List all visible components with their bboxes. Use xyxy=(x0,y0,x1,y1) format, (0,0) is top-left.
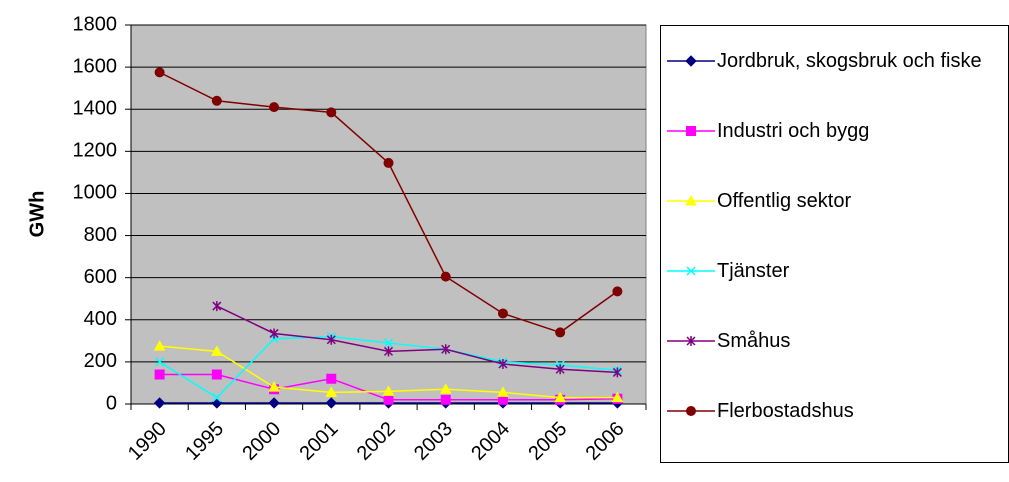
legend-symbol xyxy=(667,194,715,206)
y-tick-label: 800 xyxy=(84,224,117,246)
marker xyxy=(383,394,394,405)
legend-label: Offentlig sektor xyxy=(717,190,852,212)
marker xyxy=(440,394,451,405)
marker xyxy=(268,381,280,392)
marker xyxy=(685,55,697,67)
legend-symbol xyxy=(667,336,715,346)
marker xyxy=(383,157,394,168)
x-tick-label: 2002 xyxy=(353,418,400,465)
legend-label: Industri och bygg xyxy=(717,120,870,142)
legend-symbol xyxy=(667,126,715,136)
legend-item: Tjänster xyxy=(661,258,987,284)
series-line xyxy=(216,305,618,374)
legend-label: Jordbruk, skogsbruk och fiske xyxy=(717,50,982,72)
x-tick-label: 2001 xyxy=(296,418,343,465)
marker xyxy=(612,367,622,378)
legend-label: Småhus xyxy=(717,330,791,352)
legend-symbol xyxy=(667,406,715,416)
legend-label: Tjänster xyxy=(717,260,790,282)
x-tick-label: 2004 xyxy=(467,418,514,465)
legend: Jordbruk, skogsbruk och fiske Industri oc… xyxy=(660,25,1009,463)
y-tick-label: 600 xyxy=(84,266,117,288)
x-tick-label: 1995 xyxy=(181,418,228,465)
marker xyxy=(326,373,337,384)
marker xyxy=(611,391,624,403)
marker xyxy=(382,385,395,396)
marker xyxy=(269,102,280,113)
marker xyxy=(497,308,508,319)
y-tick-label: 1800 xyxy=(73,13,118,35)
marker xyxy=(153,397,166,409)
marker xyxy=(154,67,165,78)
legend-item: Offentlig sektor xyxy=(661,188,987,214)
legend-label: Flerbostadshus xyxy=(717,400,854,422)
legend-item: Jordbruk, skogsbruk och fiske xyxy=(661,48,987,74)
legend-symbol xyxy=(667,266,715,276)
marker xyxy=(212,301,222,312)
y-tick-label: 1400 xyxy=(73,98,118,120)
y-tick-label: 1600 xyxy=(73,55,118,77)
marker xyxy=(326,334,336,345)
y-tick-label: 1200 xyxy=(73,140,118,162)
marker xyxy=(153,340,166,351)
marker xyxy=(211,95,222,106)
marker xyxy=(269,328,279,339)
x-tick-label: 2000 xyxy=(238,418,285,465)
y-tick-label: 0 xyxy=(106,392,117,414)
marker xyxy=(212,393,222,403)
marker xyxy=(154,369,165,380)
y-tick-label: 400 xyxy=(84,308,117,330)
marker xyxy=(612,286,623,297)
legend-item: Flerbostadshus xyxy=(661,398,987,424)
marker xyxy=(498,358,508,369)
marker xyxy=(211,369,222,380)
marker xyxy=(497,386,509,397)
plot-area xyxy=(130,24,647,405)
marker xyxy=(686,406,696,416)
y-tick-label: 1000 xyxy=(73,182,118,204)
marker xyxy=(555,327,566,338)
x-tick-label: 2005 xyxy=(524,418,571,465)
x-tick-label: 2003 xyxy=(410,418,457,465)
legend-item: Industri och bygg xyxy=(661,118,987,144)
marker xyxy=(325,397,337,409)
marker xyxy=(326,107,337,118)
y-axis-label: GWh xyxy=(26,191,48,238)
y-tick-label: 200 xyxy=(84,350,117,372)
marker xyxy=(268,397,280,409)
marker xyxy=(439,383,452,394)
legend-item: Småhus xyxy=(661,328,987,354)
legend-symbol xyxy=(667,55,715,67)
marker xyxy=(555,364,565,375)
marker xyxy=(325,386,338,397)
marker xyxy=(686,126,696,136)
marker xyxy=(554,391,567,403)
marker xyxy=(441,344,451,355)
marker xyxy=(155,357,165,367)
marker xyxy=(440,271,451,282)
x-tick-label: 2006 xyxy=(582,418,629,465)
marker xyxy=(210,345,223,356)
marker xyxy=(686,336,696,346)
x-tick-label: 1990 xyxy=(124,418,171,465)
marker xyxy=(685,194,697,206)
marker xyxy=(383,338,394,348)
marker xyxy=(383,346,394,357)
marker xyxy=(686,266,696,276)
